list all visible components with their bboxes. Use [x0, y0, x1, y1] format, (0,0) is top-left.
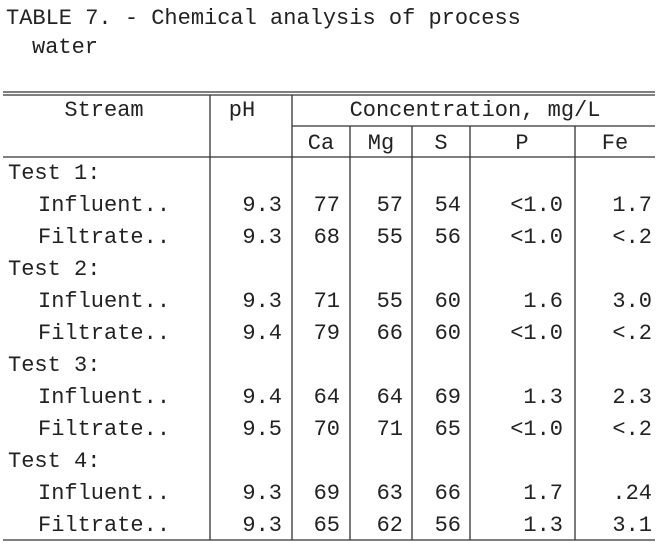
cell: 1.3	[523, 385, 563, 410]
group-label: Test 2:	[8, 257, 100, 282]
cell: 60	[435, 321, 461, 346]
row-label: Influent..	[38, 289, 170, 314]
cell: 64	[314, 385, 340, 410]
cell: 71	[314, 289, 340, 314]
cell: 9.3	[242, 225, 282, 250]
cell: 3.1	[612, 513, 652, 538]
header-element: Ca	[308, 131, 334, 156]
cell: 64	[377, 385, 403, 410]
cell: 62	[377, 513, 403, 538]
cell: 56	[435, 513, 461, 538]
header-ph: pH	[229, 98, 255, 123]
cell: 57	[377, 193, 403, 218]
cell: 66	[435, 481, 461, 506]
cell: 9.3	[242, 481, 282, 506]
cell: 77	[314, 193, 340, 218]
cell: .24	[612, 481, 652, 506]
cell: <1.0	[510, 417, 563, 442]
cell: 66	[377, 321, 403, 346]
cell: 71	[377, 417, 403, 442]
header-concentration: Concentration, mg/L	[350, 98, 601, 123]
cell: 56	[435, 225, 461, 250]
cell: 68	[314, 225, 340, 250]
cell: 70	[314, 417, 340, 442]
cell: 9.5	[242, 417, 282, 442]
cell: 65	[314, 513, 340, 538]
cell: <.2	[612, 321, 652, 346]
cell: 3.0	[612, 289, 652, 314]
header-stream: Stream	[64, 98, 143, 123]
cell: 1.7	[523, 481, 563, 506]
row-label: Filtrate..	[38, 513, 170, 538]
cell: 69	[314, 481, 340, 506]
cell: 1.3	[523, 513, 563, 538]
title: water	[32, 35, 98, 60]
row-label: Filtrate..	[38, 417, 170, 442]
row-label: Influent..	[38, 193, 170, 218]
cell: 55	[377, 225, 403, 250]
header-element: Fe	[602, 131, 628, 156]
table-rules	[3, 91, 655, 541]
header-element: P	[515, 131, 528, 156]
cell: 63	[377, 481, 403, 506]
cell: 79	[314, 321, 340, 346]
cell: 69	[435, 385, 461, 410]
row-label: Influent..	[38, 481, 170, 506]
title: TABLE 7. - Chemical analysis of process	[6, 6, 521, 31]
cell: 1.6	[523, 289, 563, 314]
cell: 55	[377, 289, 403, 314]
row-label: Filtrate..	[38, 321, 170, 346]
cell: 2.3	[612, 385, 652, 410]
cell: 54	[435, 193, 461, 218]
header-element: S	[434, 131, 447, 156]
cell: 9.3	[242, 193, 282, 218]
cell: <.2	[612, 417, 652, 442]
header-element: Mg	[368, 131, 394, 156]
cell: 9.3	[242, 289, 282, 314]
group-label: Test 1:	[8, 161, 100, 186]
cell: 60	[435, 289, 461, 314]
row-label: Influent..	[38, 385, 170, 410]
cell: 65	[435, 417, 461, 442]
row-label: Filtrate..	[38, 225, 170, 250]
group-label: Test 3:	[8, 353, 100, 378]
cell: <1.0	[510, 193, 563, 218]
group-label: Test 4:	[8, 449, 100, 474]
cell: <1.0	[510, 321, 563, 346]
cell: <1.0	[510, 225, 563, 250]
cell: 9.4	[242, 385, 282, 410]
cell: 9.4	[242, 321, 282, 346]
cell: 9.3	[242, 513, 282, 538]
cell: 1.7	[612, 193, 652, 218]
cell: <.2	[612, 225, 652, 250]
